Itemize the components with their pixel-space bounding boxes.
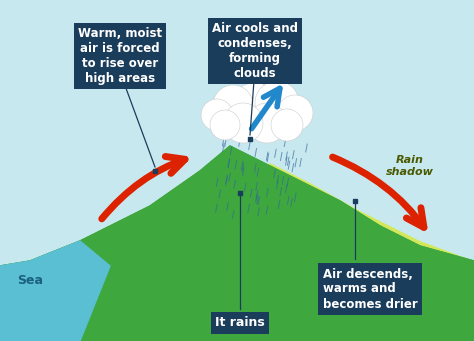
Circle shape: [227, 83, 283, 139]
Text: Air cools and
condenses,
forming
clouds: Air cools and condenses, forming clouds: [212, 22, 298, 80]
Circle shape: [255, 81, 299, 125]
Text: Sea: Sea: [17, 275, 43, 287]
Polygon shape: [260, 163, 474, 341]
Polygon shape: [0, 241, 110, 341]
Circle shape: [271, 109, 303, 141]
Circle shape: [213, 85, 253, 125]
Text: Warm, moist
air is forced
to rise over
high areas: Warm, moist air is forced to rise over h…: [78, 27, 162, 85]
Circle shape: [210, 110, 240, 140]
Text: It rains: It rains: [215, 316, 265, 329]
Circle shape: [201, 99, 233, 131]
Circle shape: [247, 103, 287, 143]
Polygon shape: [0, 146, 474, 341]
Text: Rain
shadow: Rain shadow: [386, 155, 434, 177]
Circle shape: [277, 95, 313, 131]
Polygon shape: [0, 146, 474, 341]
Text: Air descends,
warms and
becomes drier: Air descends, warms and becomes drier: [323, 267, 418, 311]
Circle shape: [223, 103, 263, 143]
